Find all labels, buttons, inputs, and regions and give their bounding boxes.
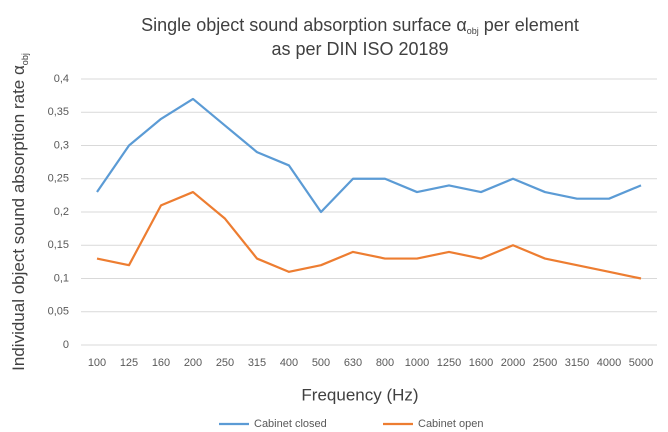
- y-tick-label: 0,4: [54, 73, 69, 85]
- title-subscript: obj: [467, 26, 479, 36]
- x-axis-title: Frequency (Hz): [301, 385, 418, 404]
- title-text: Single object sound absorption surface α: [141, 15, 467, 35]
- x-tick-label: 1600: [469, 357, 493, 369]
- y-tick-label: 0,35: [48, 106, 69, 118]
- x-tick-label: 3150: [565, 357, 589, 369]
- y-title-text: Individual object sound absorption rate …: [9, 65, 28, 371]
- x-tick-label: 500: [312, 357, 330, 369]
- x-tick-label: 160: [152, 357, 170, 369]
- x-tick-label: 250: [216, 357, 234, 369]
- x-tick-label: 315: [248, 357, 266, 369]
- series-line: [96, 97, 642, 214]
- y-tick-label: 0,1: [54, 272, 69, 284]
- y-tick-label: 0,25: [48, 173, 69, 185]
- y-tick-label: 0,2: [54, 206, 69, 218]
- title-text: per element: [479, 15, 579, 35]
- y-tick-label: 0,15: [48, 239, 69, 251]
- x-tick-label: 125: [120, 357, 138, 369]
- x-tick-label: 100: [88, 357, 106, 369]
- x-tick-label: 2500: [533, 357, 557, 369]
- x-tick-label: 800: [376, 357, 394, 369]
- y-tick-label: 0: [63, 339, 69, 351]
- y-title-subscript: obj: [20, 53, 30, 65]
- chart-subtitle: as per DIN ISO 20189: [271, 39, 448, 59]
- x-tick-label: 630: [344, 357, 362, 369]
- x-tick-label: 2000: [501, 357, 525, 369]
- x-tick-label: 1250: [437, 357, 461, 369]
- chart-title: Single object sound absorption surface α…: [141, 15, 579, 37]
- x-tick-label: 200: [184, 357, 202, 369]
- x-tick-label: 400: [280, 357, 298, 369]
- series-line: [96, 190, 642, 280]
- legend-label: Cabinet open: [418, 418, 483, 430]
- y-tick-label: 0,3: [54, 139, 69, 151]
- x-tick-label: 1000: [405, 357, 429, 369]
- x-tick-label: 5000: [629, 357, 653, 369]
- x-tick-label: 4000: [597, 357, 621, 369]
- legend-label: Cabinet closed: [254, 418, 327, 430]
- y-tick-label: 0,05: [48, 306, 69, 318]
- y-axis-title: Individual object sound absorption rate …: [9, 53, 30, 371]
